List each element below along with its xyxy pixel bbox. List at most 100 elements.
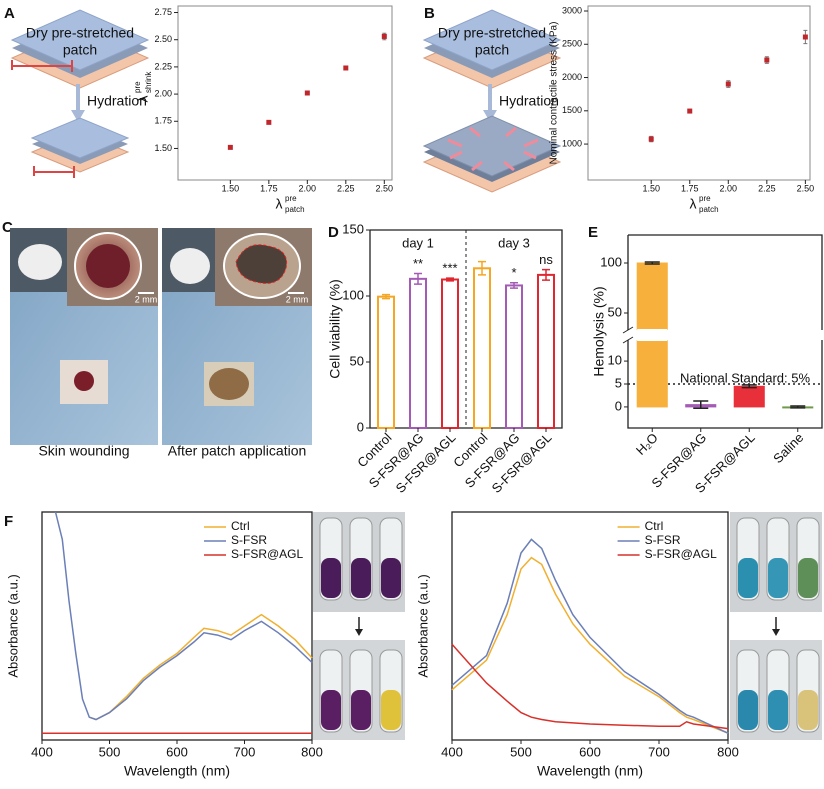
tube-liquid (738, 558, 758, 598)
axis-label: λ pre shrink (133, 71, 153, 103)
point (687, 108, 693, 114)
error-bar (382, 293, 390, 300)
y-tick-label: 3000 (562, 5, 582, 15)
line-series (54, 511, 313, 721)
x-tick-label: 2.00 (720, 183, 738, 193)
tube-liquid (351, 558, 371, 598)
patch-label: Dry pre-stretched (26, 25, 134, 41)
x-tick-label: 2.50 (797, 183, 815, 193)
y-tick-label: 1.75 (154, 116, 172, 126)
error-bar (510, 282, 518, 289)
panel-label: F (4, 513, 13, 530)
error-bar (446, 277, 454, 282)
significance-label: ** (413, 256, 423, 271)
y-tick-label: 1000 (562, 138, 582, 148)
significance-label: *** (442, 261, 457, 276)
patch-layer (422, 115, 562, 177)
bar-break-joint (637, 329, 668, 341)
significance-label: ns (539, 252, 553, 267)
tube-liquid (351, 690, 371, 730)
x-tick-label: 700 (648, 744, 670, 759)
x-tick-label: 800 (717, 744, 739, 759)
photo-right (162, 228, 312, 445)
x-tick-label: 1.50 (222, 183, 240, 193)
axis-label: λ pre patch (276, 194, 305, 214)
length-bracket (33, 166, 75, 178)
axis-break-mark (622, 326, 634, 344)
tube-liquid (321, 690, 341, 730)
bar (409, 277, 427, 429)
error-bar (693, 400, 709, 410)
bar (733, 385, 765, 408)
axis-label-sup: pre (699, 194, 711, 203)
legend-label: S-FSR@AGL (645, 547, 718, 561)
point (802, 34, 808, 40)
bar (377, 295, 395, 429)
x-tick-label: 600 (579, 744, 601, 759)
arrow-label: Hydration (499, 93, 559, 109)
axis-label-symbol: λ (276, 196, 283, 212)
diagram-a: Dry pre-stretched patch Hydration (10, 9, 150, 178)
y-tick-label: 2.75 (154, 7, 172, 17)
y-tick-label: 5 (615, 375, 622, 390)
plot-frame (177, 5, 393, 181)
photo-caption: Skin wounding (38, 443, 129, 459)
point (648, 136, 654, 142)
legend-label: Ctrl (645, 519, 664, 533)
legend-label: S-FSR@AGL (231, 547, 304, 561)
bar (505, 284, 523, 429)
x-tick-label: 400 (441, 744, 463, 759)
axis-label-symbol: λ (690, 196, 697, 212)
line-series (451, 538, 729, 734)
x-tick-label: 500 (510, 744, 532, 759)
bar (537, 273, 555, 429)
tube-liquid (798, 558, 818, 598)
contraction-arrows (447, 126, 539, 172)
diagram-b: Dry pre-stretched patch Hydration (422, 9, 562, 193)
patch-layer (30, 117, 130, 159)
y-tick-label: 1.50 (154, 143, 172, 153)
y-tick-label: 50 (350, 353, 364, 368)
y-tick-label: 1500 (562, 105, 582, 115)
y-tick-label: 2.25 (154, 61, 172, 71)
x-tick-label: 1.75 (681, 183, 699, 193)
x-tick-label: 2.25 (337, 183, 355, 193)
arrow-label: Hydration (87, 93, 147, 109)
axis-label-sub: patch (285, 205, 305, 214)
x-tick-label: 500 (99, 744, 121, 759)
legend-label: S-FSR (645, 533, 681, 547)
patch-label: Dry pre-stretched (438, 25, 546, 41)
y-axis-label: Cell viability (%) (327, 279, 343, 379)
arrow-head (483, 110, 497, 122)
tube-liquid (321, 558, 341, 598)
y-axis-label: Absorbance (a.u.) (415, 574, 430, 677)
tube-liquid (798, 690, 818, 730)
line-series (451, 556, 729, 734)
scale-bar-label: 2 mm (135, 294, 158, 304)
x-tick-label: 1.50 (642, 183, 660, 193)
arrow-head (71, 110, 85, 122)
y-tick-label: 150 (342, 221, 364, 236)
scale-bar-label: 2 mm (286, 294, 309, 304)
group-label: day 3 (498, 235, 530, 250)
reference-label: National Standard: 5% (680, 370, 811, 385)
panel-label: B (424, 5, 435, 22)
x-tick-label: 400 (31, 744, 53, 759)
y-axis-label: Absorbance (a.u.) (5, 574, 20, 677)
axis-label: λ pre patch (690, 194, 719, 214)
y-tick-label: 0 (357, 419, 364, 434)
legend-label: Ctrl (231, 519, 250, 533)
tube-liquid (381, 690, 401, 730)
point (304, 90, 310, 96)
bar (441, 278, 459, 429)
y-tick-label: 0 (615, 398, 622, 413)
line-series (451, 643, 729, 730)
error-bar (414, 272, 422, 285)
error-bar (644, 261, 660, 265)
x-tick-label: 2.00 (299, 183, 317, 193)
y-tick-label: 2.50 (154, 34, 172, 44)
significance-label: * (511, 265, 516, 280)
axis-break-gap (622, 330, 824, 340)
panel-label: E (588, 224, 598, 241)
point (227, 144, 233, 150)
